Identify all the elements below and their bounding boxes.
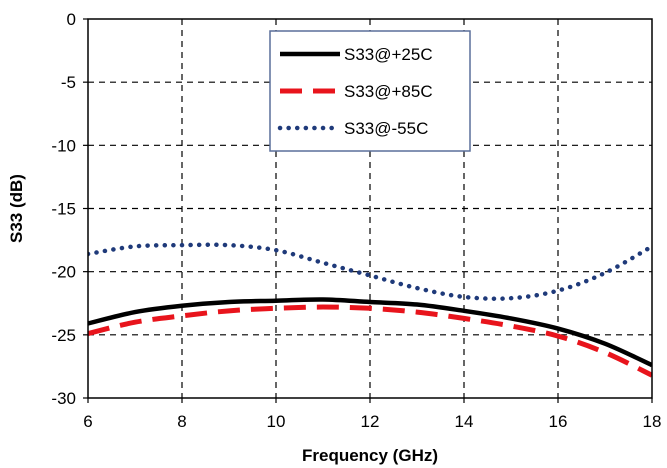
legend: S33@+25C S33@+85C S33@-55C (269, 30, 471, 152)
series-line-2 (88, 304, 652, 378)
y-axis-title: S33 (dB) (7, 174, 26, 243)
series-line-3 (88, 242, 652, 301)
x-axis-title: Frequency (GHz) (302, 446, 438, 465)
y-tick-label: -5 (61, 73, 76, 92)
series-line-1 (88, 297, 652, 368)
axis-ticks: 6 8 10 12 14 16 18 0 -5 -10 -15 -20 -25 -30 (51, 10, 661, 431)
data-series (88, 242, 652, 378)
legend-box (269, 30, 471, 152)
y-tick-label: -15 (51, 200, 76, 219)
y-tick-label: -10 (51, 136, 76, 155)
x-tick-label: 6 (83, 412, 92, 431)
legend-label-1: S33@+25C (344, 45, 433, 64)
y-tick-label: 0 (67, 10, 76, 29)
y-tick-label: -30 (51, 389, 76, 408)
x-tick-label: 10 (267, 412, 286, 431)
grid-lines (88, 19, 652, 398)
x-tick-label: 16 (549, 412, 568, 431)
y-tick-label: -25 (51, 326, 76, 345)
x-tick-label: 14 (455, 412, 474, 431)
legend-label-3: S33@-55C (344, 119, 428, 138)
y-tick-label: -20 (51, 263, 76, 282)
x-tick-label: 12 (361, 412, 380, 431)
x-tick-label: 8 (177, 412, 186, 431)
x-tick-label: 18 (643, 412, 662, 431)
legend-label-2: S33@+85C (344, 82, 433, 101)
